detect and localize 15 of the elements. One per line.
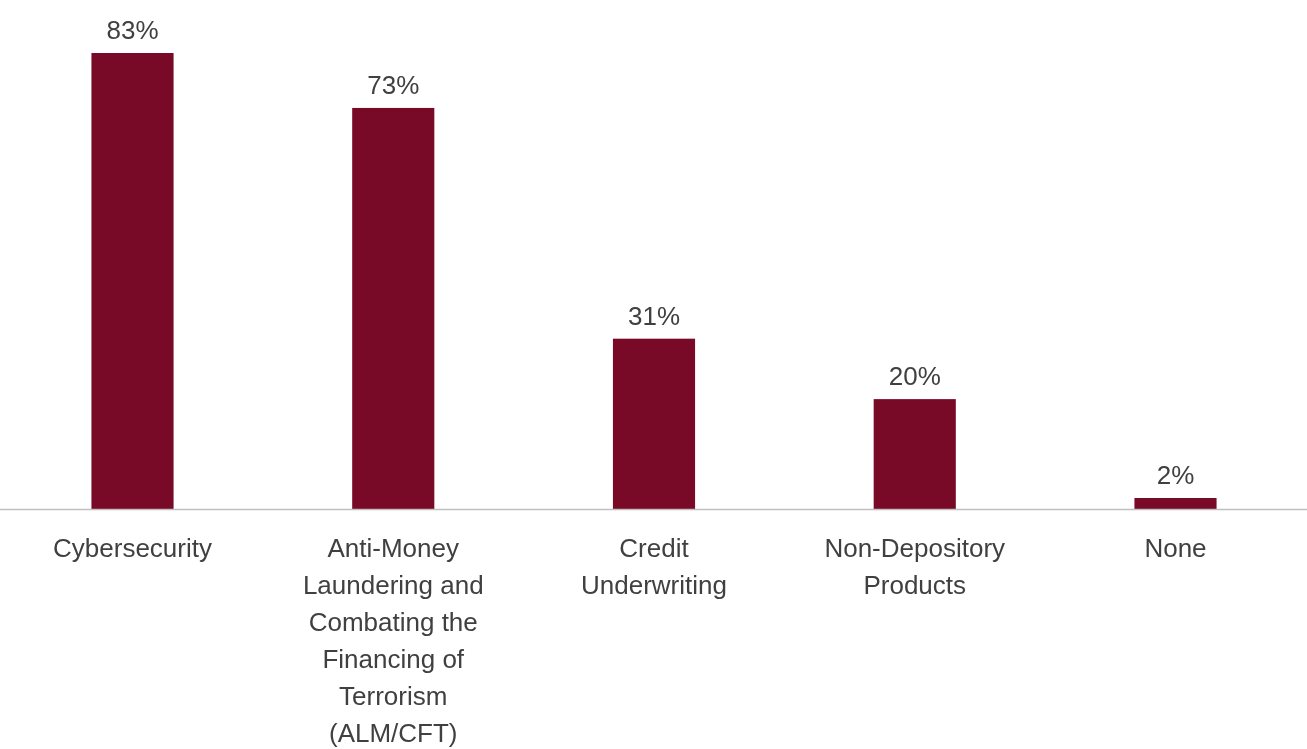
data-label: 20% [888,361,941,392]
x-tick-label: None [1144,533,1207,563]
bar [612,338,696,509]
x-tick-label: Credit Underwriting [581,533,727,600]
x-tick-label: Non-Depository Products [824,533,1006,600]
data-label: 2% [1156,460,1195,491]
bar [352,107,435,509]
bar [1134,498,1217,509]
data-label: 31% [627,300,681,331]
data-label: 73% [367,69,420,100]
data-label: 83% [106,15,159,45]
x-tick-label: Anti-Money Laundering and Combating the Financing of Terrorism (ALM/CFT) [302,533,484,748]
x-tick-label: Cybersecurity [53,533,212,563]
bar [873,399,956,509]
bar [91,53,174,509]
